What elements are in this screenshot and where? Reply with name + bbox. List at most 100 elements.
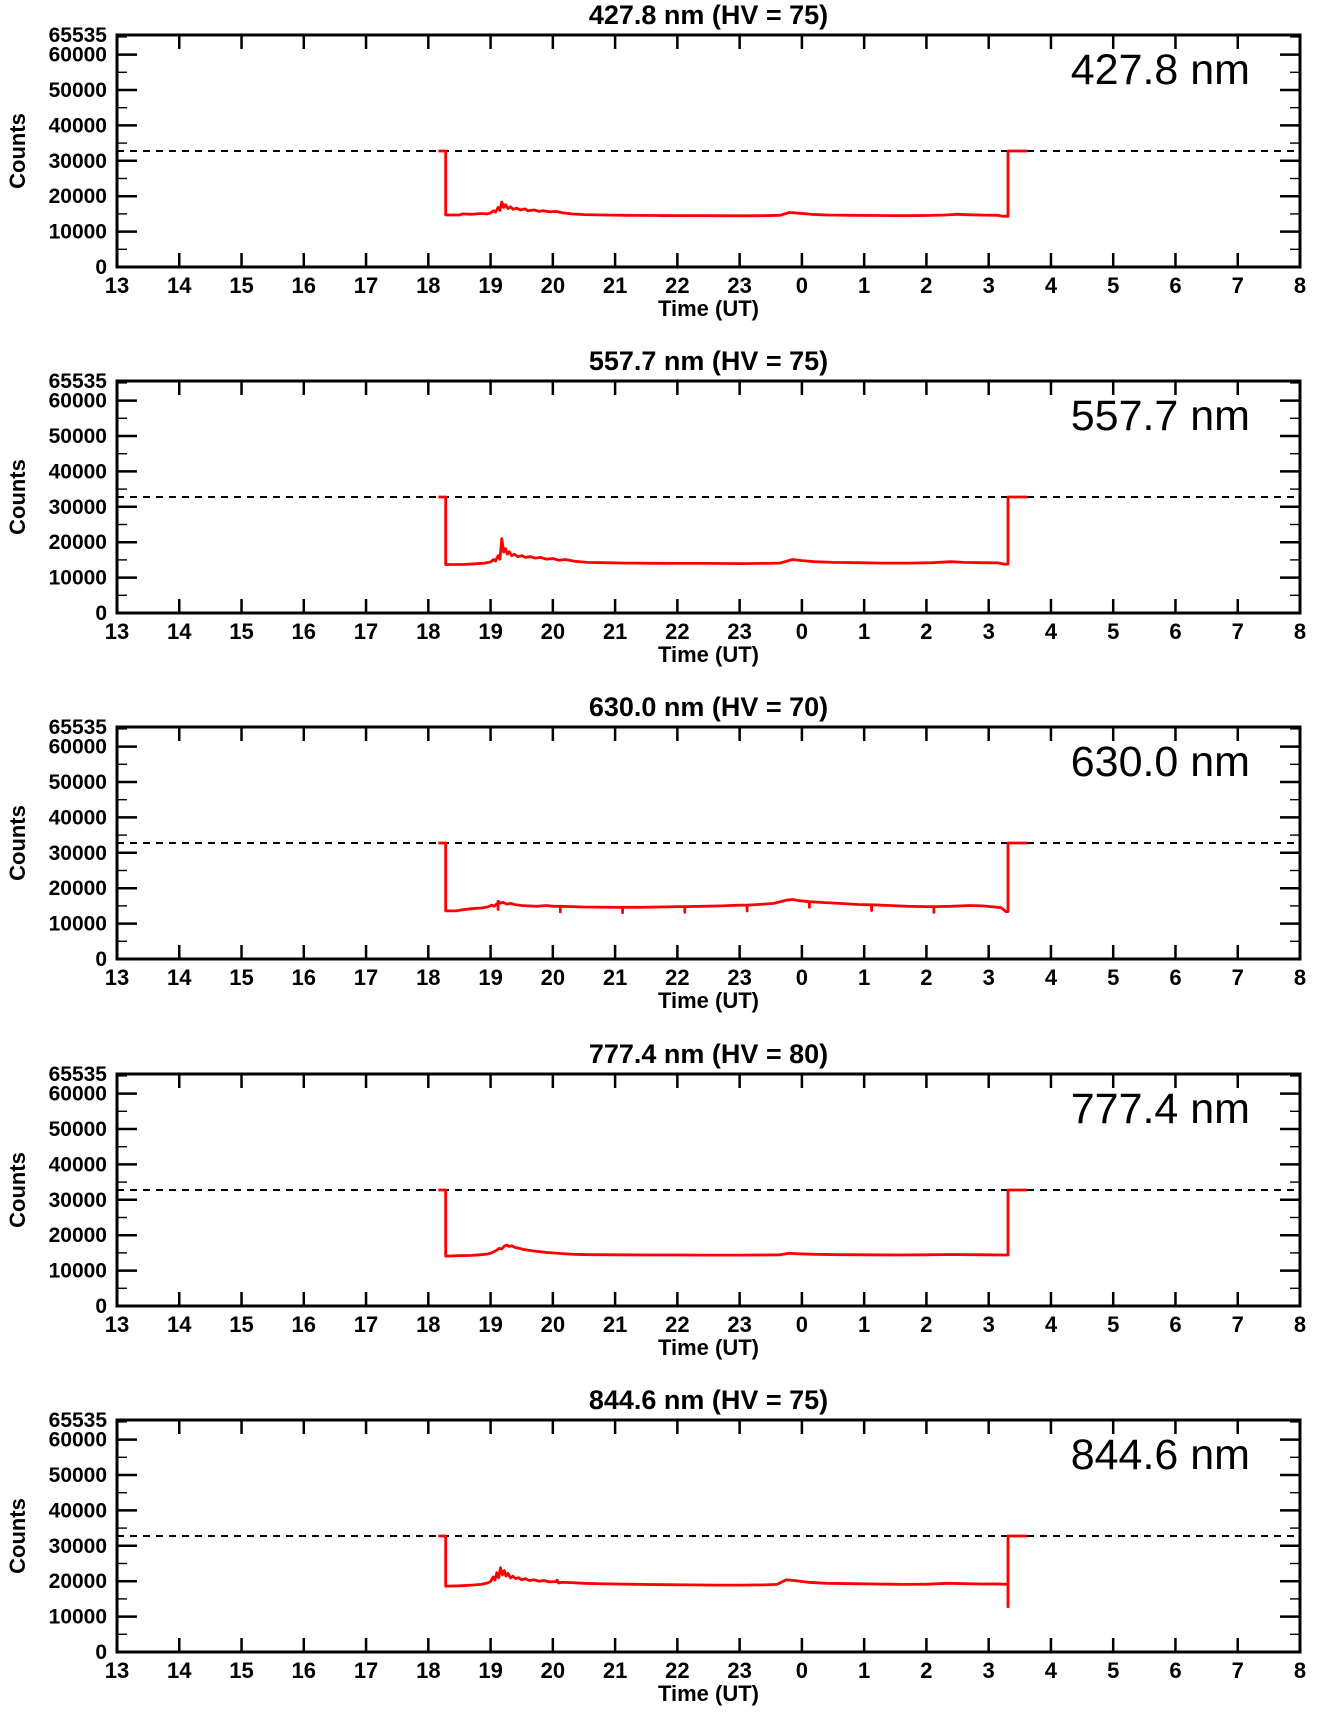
x-axis-label: Time (UT) (658, 642, 759, 667)
x-tick-label: 4 (1045, 619, 1058, 644)
x-tick-label: 20 (541, 1312, 565, 1337)
y-tick-label: 40000 (49, 807, 107, 830)
y-tick-label: 40000 (49, 1499, 107, 1522)
x-tick-label: 15 (229, 965, 253, 990)
photometer-panel-4: 13 14 15 16 17 18 19 20 21 22 23 0 1 2 3 4 5 6 7 8010000200… (5, 1039, 1306, 1360)
x-tick-label: 0 (796, 273, 808, 298)
y-tick-label: 50000 (49, 425, 107, 448)
y-tick-label: 60000 (49, 390, 107, 413)
y-tick-label: 40000 (49, 114, 107, 137)
x-tick-label: 3 (983, 273, 995, 298)
x-tick-label: 20 (541, 273, 565, 298)
y-tick-label: 10000 (49, 567, 107, 590)
x-axis-label: Time (UT) (658, 988, 759, 1013)
x-tick-label: 7 (1232, 1658, 1244, 1683)
x-tick-label: 5 (1107, 1658, 1119, 1683)
x-tick-label: 19 (478, 965, 502, 990)
x-tick-label: 2 (920, 965, 932, 990)
x-tick-label: 18 (416, 1658, 440, 1683)
y-axis-label: Counts (5, 459, 30, 535)
x-tick-label: 23 (727, 965, 751, 990)
x-tick-label: 0 (796, 965, 808, 990)
counts-trace (438, 149, 1028, 218)
y-axis-label: Counts (5, 806, 30, 882)
y-tick-label: 65535 (49, 370, 108, 393)
x-tick-label: 14 (167, 965, 192, 990)
x-tick-label: 13 (105, 273, 129, 298)
wavelength-label: 630.0 nm (1071, 738, 1250, 786)
x-tick-label: 16 (292, 619, 316, 644)
x-tick-label: 2 (920, 1658, 932, 1683)
x-tick-label: 4 (1045, 965, 1058, 990)
y-tick-label: 0 (95, 256, 107, 279)
x-tick-label: 18 (416, 1312, 440, 1337)
y-tick-label: 50000 (49, 1464, 107, 1487)
x-tick-label: 17 (354, 965, 378, 990)
x-tick-label: 8 (1294, 1658, 1306, 1683)
y-tick-label: 30000 (49, 1535, 107, 1558)
y-tick-label: 30000 (49, 1188, 107, 1211)
x-tick-label: 5 (1107, 965, 1119, 990)
y-axis-label: Counts (5, 1152, 30, 1228)
x-tick-label: 2 (920, 619, 932, 644)
x-tick-label: 2 (920, 1312, 932, 1337)
panel-title: 427.8 nm (HV = 75) (589, 0, 828, 30)
x-tick-label: 13 (105, 619, 129, 644)
y-tick-label: 20000 (49, 878, 107, 901)
x-tick-label: 14 (167, 273, 192, 298)
y-tick-label: 60000 (49, 1082, 107, 1105)
y-tick-label: 20000 (49, 531, 107, 554)
x-tick-label: 23 (727, 273, 751, 298)
y-tick-label: 10000 (49, 221, 107, 244)
x-tick-label: 7 (1232, 619, 1244, 644)
y-tick-label: 20000 (49, 185, 107, 208)
x-tick-label: 23 (727, 1312, 751, 1337)
x-tick-label: 14 (167, 1658, 192, 1683)
x-axis-label: Time (UT) (658, 296, 759, 321)
x-tick-label: 3 (983, 965, 995, 990)
x-tick-label: 15 (229, 1658, 253, 1683)
x-tick-label: 6 (1169, 619, 1181, 644)
x-tick-label: 3 (983, 619, 995, 644)
x-tick-label: 0 (796, 1312, 808, 1337)
x-tick-label: 23 (727, 1658, 751, 1683)
x-tick-label: 3 (983, 1312, 995, 1337)
photometer-panel-1: 13 14 15 16 17 18 19 20 21 22 23 0 1 2 3 4 5 6 7 8010000200… (5, 0, 1306, 321)
y-tick-label: 10000 (49, 1259, 107, 1282)
x-tick-label: 22 (665, 1312, 689, 1337)
x-tick-label: 1 (858, 1312, 870, 1337)
x-tick-label: 4 (1045, 273, 1058, 298)
x-tick-label: 20 (541, 619, 565, 644)
y-tick-label: 30000 (49, 496, 107, 519)
x-tick-label: 14 (167, 1312, 192, 1337)
x-tick-label: 5 (1107, 1312, 1119, 1337)
y-tick-label: 50000 (49, 79, 107, 102)
x-tick-label: 13 (105, 1658, 129, 1683)
x-tick-label: 18 (416, 965, 440, 990)
x-tick-label: 15 (229, 1312, 253, 1337)
x-tick-label: 18 (416, 273, 440, 298)
x-tick-label: 15 (229, 619, 253, 644)
x-tick-label: 7 (1232, 965, 1244, 990)
y-tick-label: 50000 (49, 1118, 107, 1141)
x-tick-label: 17 (354, 273, 378, 298)
x-tick-label: 21 (603, 1312, 627, 1337)
x-tick-label: 13 (105, 1312, 129, 1337)
y-tick-label: 0 (95, 1641, 107, 1664)
x-tick-label: 4 (1045, 1658, 1058, 1683)
x-tick-label: 4 (1045, 1312, 1058, 1337)
x-tick-label: 19 (478, 619, 502, 644)
y-tick-label: 65535 (49, 24, 108, 47)
x-tick-label: 0 (796, 619, 808, 644)
panel-title: 777.4 nm (HV = 80) (589, 1039, 828, 1069)
x-tick-label: 2 (920, 273, 932, 298)
x-tick-label: 19 (478, 1658, 502, 1683)
y-tick-label: 0 (95, 1295, 107, 1318)
y-tick-label: 50000 (49, 771, 107, 794)
x-tick-label: 14 (167, 619, 192, 644)
x-tick-label: 7 (1232, 1312, 1244, 1337)
x-tick-label: 21 (603, 619, 627, 644)
y-tick-label: 0 (95, 602, 107, 625)
y-tick-label: 20000 (49, 1570, 107, 1593)
y-tick-label: 60000 (49, 736, 107, 759)
